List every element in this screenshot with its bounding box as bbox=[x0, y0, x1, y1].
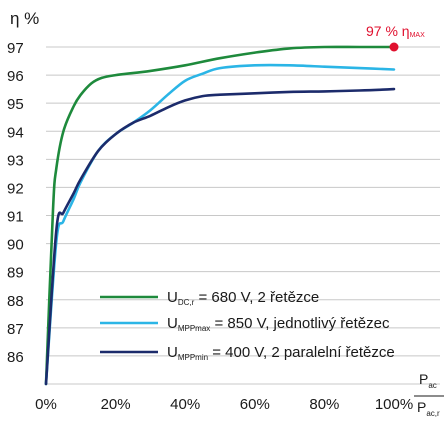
x-tick-label: 0% bbox=[35, 396, 57, 413]
max-efficiency-annotation: 97 % ηMAX bbox=[366, 23, 425, 52]
y-tick-labels: 86 87 88 89 90 91 92 93 94 95 96 97 bbox=[7, 40, 24, 366]
x-tick-label: 80% bbox=[309, 396, 339, 413]
y-tick-label: 90 bbox=[7, 237, 24, 254]
y-tick-label: 96 bbox=[7, 68, 24, 85]
series-line-mpp-min bbox=[44, 87, 396, 386]
y-tick-label: 87 bbox=[7, 321, 24, 338]
max-efficiency-text: 97 % η bbox=[366, 23, 410, 39]
max-efficiency-label: 97 % ηMAX bbox=[366, 23, 425, 39]
y-tick-label: 86 bbox=[7, 349, 24, 366]
grid-lines bbox=[46, 46, 440, 385]
y-axis-label: η % bbox=[10, 9, 39, 28]
legend-label: UMPPmin = 400 V, 2 paralelní řetězce bbox=[167, 344, 395, 362]
x-tick-labels: 0% 20% 40% 60% 80% 100% bbox=[35, 396, 413, 413]
y-tick-label: 97 bbox=[7, 40, 24, 57]
y-tick-label: 94 bbox=[7, 124, 24, 141]
y-tick-label: 92 bbox=[7, 180, 24, 197]
max-efficiency-marker bbox=[389, 42, 399, 52]
y-tick-label: 93 bbox=[7, 152, 24, 169]
x-label-numerator: Pac bbox=[419, 371, 437, 390]
series-line-dc-r bbox=[44, 45, 396, 386]
y-tick-label: 91 bbox=[7, 209, 24, 226]
x-label-denominator: Pac,r bbox=[417, 399, 440, 418]
legend-label: UDC,r = 680 V, 2 řetězce bbox=[167, 289, 319, 307]
max-efficiency-sub: MAX bbox=[410, 32, 426, 39]
x-tick-label: 20% bbox=[101, 396, 131, 413]
y-tick-label: 88 bbox=[7, 293, 24, 310]
series-lines bbox=[44, 45, 396, 386]
x-tick-label: 40% bbox=[170, 396, 200, 413]
series-line-mpp-max bbox=[44, 63, 396, 386]
x-axis-label: Pac Pac,r bbox=[414, 371, 444, 418]
legend-label: UMPPmax = 850 V, jednotlivý řetězec bbox=[167, 315, 390, 333]
legend: UDC,r = 680 V, 2 řetězce UMPPmax = 850 V,… bbox=[100, 289, 395, 362]
x-tick-label: 100% bbox=[375, 396, 413, 413]
x-tick-label: 60% bbox=[240, 396, 270, 413]
y-tick-label: 95 bbox=[7, 96, 24, 113]
y-tick-label: 89 bbox=[7, 265, 24, 282]
